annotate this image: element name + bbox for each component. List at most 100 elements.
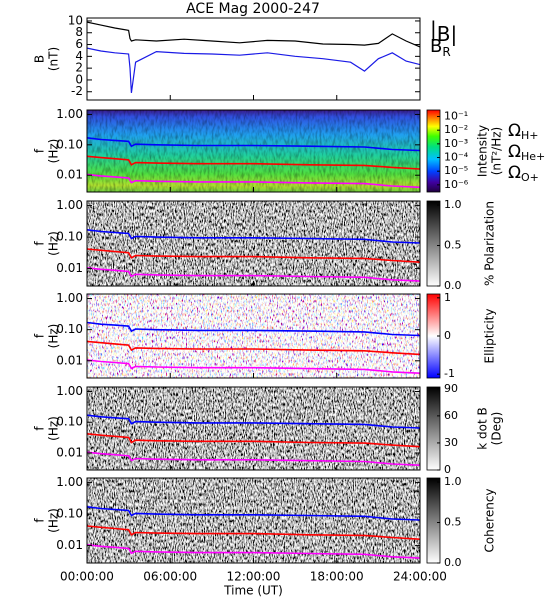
plot-area (87, 478, 420, 563)
line-series (87, 229, 420, 244)
colorbar-tick-label: 10⁻³ (444, 137, 468, 150)
legend-entry: ΩH+ (508, 121, 539, 142)
y-axis-label: (Hz) (47, 139, 61, 164)
x-tick-label: 12:00:00 (227, 570, 281, 584)
line-series (87, 433, 420, 448)
colorbar (426, 200, 441, 287)
y-axis-label: (Hz) (47, 231, 61, 256)
colorbar-tick-label: 0 (444, 329, 451, 342)
plot-area (87, 294, 420, 378)
y-tick-label: 1.00 (56, 384, 83, 398)
y-tick-label: 0.10 (56, 230, 83, 244)
y-tick-label: 0.10 (56, 322, 83, 336)
y-axis-label: (Hz) (47, 324, 61, 349)
x-tick-label: 00:00:00 (60, 570, 114, 584)
colorbar-tick-label: 10⁻² (444, 123, 468, 136)
line-series (87, 414, 420, 429)
colorbar-tick-label: 0.5 (444, 516, 462, 529)
spectrogram-texture (87, 110, 420, 192)
colorbar-tick-label: 1 (444, 291, 451, 304)
x-tick-label: 24:00:00 (393, 570, 447, 584)
y-tick-label: -2 (71, 84, 83, 98)
colorbar-tick-label: 0.5 (444, 239, 462, 252)
plot-frame (86, 17, 421, 101)
line-series (87, 155, 420, 170)
spectrogram (87, 478, 420, 563)
line-series (87, 47, 420, 93)
colorbar-tick-label: 0.0 (444, 279, 462, 292)
line-series (87, 544, 420, 559)
legend-entry: |B| (430, 17, 457, 46)
line-series (87, 248, 420, 263)
y-axis-label: f (33, 518, 47, 523)
legend-entry: BR (430, 36, 451, 59)
line-series (87, 359, 420, 374)
colorbar-tick-label: 10⁻⁵ (444, 164, 468, 177)
y-tick-label: 0 (75, 72, 83, 86)
y-axis-label: f (33, 426, 47, 431)
line-series (87, 21, 420, 48)
colorbar-label: Coherency (483, 488, 497, 552)
x-tick-label: 18:00:00 (310, 570, 364, 584)
colorbar (426, 477, 441, 564)
y-tick-label: 0.01 (56, 261, 83, 275)
plot-area (87, 110, 420, 192)
colorbar-tick-label: 0 (444, 463, 451, 476)
line-series (87, 267, 420, 282)
colorbar-tick-label: -1 (444, 367, 455, 380)
colorbar (426, 386, 441, 471)
line-series (87, 173, 420, 189)
colorbar-tick-label: 1.0 (444, 475, 462, 488)
y-tick-label: 1.00 (56, 198, 83, 212)
colorbar-tick-label: 90 (444, 382, 458, 395)
line-series (87, 451, 420, 466)
y-tick-label: 0.10 (56, 507, 83, 521)
y-tick-label: 1.00 (56, 107, 83, 121)
colorbar-label: Ellipticity (483, 309, 497, 364)
y-axis-label: B (33, 55, 47, 63)
colorbar-tick-label: 10⁻⁶ (444, 178, 469, 191)
colorbar-tick-label: 10⁻⁴ (444, 151, 469, 164)
y-tick-label: 6 (75, 37, 83, 51)
chart-title: ACE Mag 2000-247 (186, 1, 320, 17)
y-tick-label: 8 (75, 25, 83, 39)
y-tick-label: 0.01 (56, 168, 83, 182)
colorbar-tick-label: 10⁻¹ (444, 110, 468, 123)
colorbar (426, 109, 441, 193)
legend-entry: ΩHe+ (508, 142, 545, 163)
y-tick-label: 4 (75, 49, 83, 63)
y-tick-label: 0.01 (56, 538, 83, 552)
y-tick-label: 0.10 (56, 137, 83, 151)
y-tick-label: 1.00 (56, 291, 83, 305)
y-axis-label: f (33, 333, 47, 338)
colorbar-label: k dot B (476, 407, 490, 449)
colorbar-tick-label: 1.0 (444, 198, 462, 211)
y-axis-label: f (33, 148, 47, 153)
line-series (87, 340, 420, 356)
line-series (87, 506, 420, 521)
y-axis-label: f (33, 241, 47, 246)
colorbar-label: % Polarization (483, 201, 497, 286)
y-tick-label: 1.00 (56, 475, 83, 489)
y-tick-label: 0.01 (56, 445, 83, 459)
plot-area (87, 201, 420, 286)
y-axis-label: (Hz) (47, 416, 61, 441)
colorbar-tick-label: 60 (444, 409, 458, 422)
plot-area (87, 21, 420, 93)
colorbar-label: (Deg) (490, 412, 504, 446)
spectrogram (87, 294, 420, 378)
spectrogram (87, 201, 420, 286)
y-tick-label: 10 (68, 13, 83, 27)
x-axis-label: Time (UT) (223, 584, 283, 598)
colorbar-tick-label: 0.0 (444, 556, 462, 569)
line-series (87, 525, 420, 540)
y-tick-label: 0.01 (56, 353, 83, 367)
line-series (87, 137, 420, 152)
legend-entry: ΩO+ (508, 163, 539, 184)
colorbar-label: (nT²/Hz) (490, 127, 504, 175)
y-tick-label: 2 (75, 61, 83, 75)
y-tick-label: 0.10 (56, 415, 83, 429)
y-axis-label: (nT) (47, 47, 61, 71)
spectrogram (87, 387, 420, 470)
